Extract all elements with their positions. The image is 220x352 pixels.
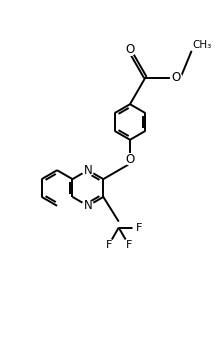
Circle shape: [133, 222, 144, 233]
Text: F: F: [106, 240, 112, 250]
Circle shape: [82, 165, 94, 176]
Text: O: O: [125, 43, 135, 56]
Circle shape: [82, 200, 94, 212]
Text: F: F: [136, 222, 142, 233]
Text: N: N: [84, 164, 92, 177]
Text: CH₃: CH₃: [192, 40, 212, 50]
Text: F: F: [126, 240, 132, 250]
Text: O: O: [125, 153, 135, 166]
Circle shape: [124, 44, 136, 56]
Text: O: O: [172, 71, 181, 84]
Text: N: N: [84, 199, 92, 212]
Circle shape: [103, 239, 114, 251]
Circle shape: [170, 72, 182, 83]
Circle shape: [123, 239, 134, 251]
Circle shape: [124, 154, 136, 165]
